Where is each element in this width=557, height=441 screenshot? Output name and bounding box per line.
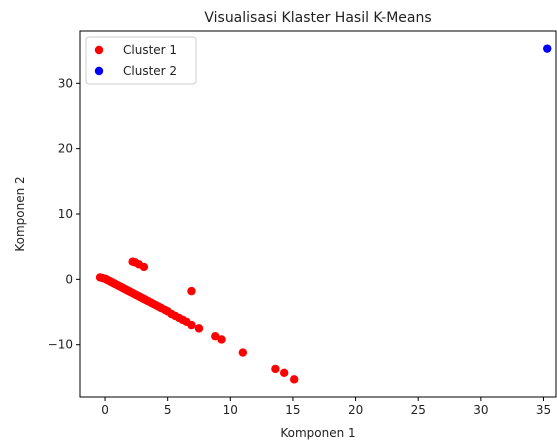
y-tick-label: 0 <box>65 272 73 286</box>
data-point-cluster-1 <box>217 335 226 344</box>
legend-box <box>85 36 197 85</box>
y-tick-label: −10 <box>48 338 73 352</box>
data-point-cluster-1 <box>187 320 196 330</box>
legend-label-cluster-2: Cluster 2 <box>123 64 177 78</box>
data-point-cluster-1 <box>139 262 149 272</box>
data-point-cluster-1 <box>279 368 289 378</box>
x-tick-label: 20 <box>348 403 363 417</box>
axis-ticks: 0 5 10 15 20 25 30 35 −10 0 10 20 30 <box>48 76 551 417</box>
data-point-cluster-1 <box>187 286 196 296</box>
x-tick-label: 0 <box>101 403 109 417</box>
x-tick-label: 10 <box>223 403 238 417</box>
plot-frame <box>79 30 557 398</box>
chart-title: Visualisasi Klaster Hasil K-Means <box>204 10 431 26</box>
legend-label-cluster-1: Cluster 1 <box>123 43 177 57</box>
x-tick-label: 15 <box>285 403 300 417</box>
legend-marker-cluster-1 <box>94 45 104 55</box>
y-tick-label: 30 <box>58 76 73 90</box>
legend: Cluster 1 Cluster 2 <box>85 36 197 85</box>
y-tick-label: 10 <box>58 207 73 221</box>
data-point-cluster-1 <box>194 324 204 333</box>
data-point-cluster-1 <box>271 364 280 374</box>
x-tick-label: 35 <box>536 403 551 417</box>
legend-marker-cluster-2 <box>94 66 104 76</box>
y-axis-label: Komponen 2 <box>13 176 27 251</box>
x-axis-label: Komponen 1 <box>280 426 355 440</box>
x-tick-label: 30 <box>473 403 488 417</box>
x-tick-label: 5 <box>164 403 172 417</box>
y-tick-label: 20 <box>58 142 73 156</box>
data-point-cluster-1 <box>238 348 248 357</box>
data-point-cluster-1 <box>211 332 220 341</box>
data-point-cluster-2 <box>543 44 552 53</box>
data-point-cluster-1 <box>290 375 299 384</box>
x-tick-label: 25 <box>411 403 426 417</box>
data-points <box>95 44 552 384</box>
